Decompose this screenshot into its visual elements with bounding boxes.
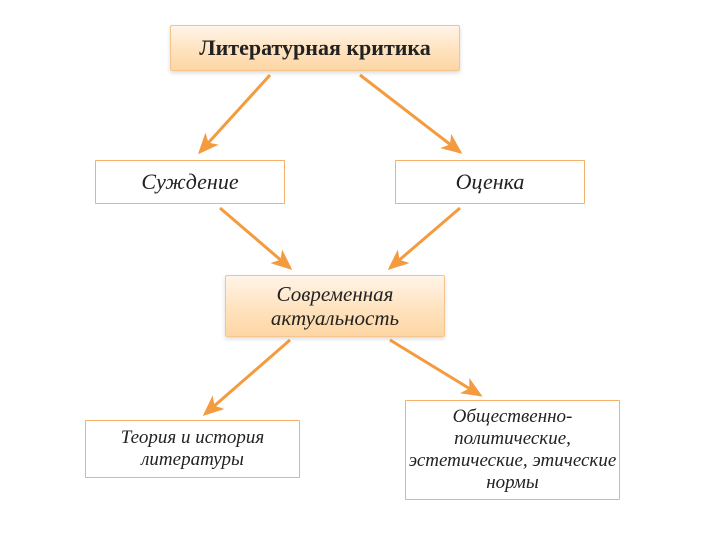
node-theory: Теория и история литературы [85, 420, 300, 478]
node-evaluation: Оценка [395, 160, 585, 204]
node-evaluation-label: Оценка [456, 169, 525, 194]
node-norms: Общественно-политические, эстетические, … [405, 400, 620, 500]
edge-root-to-judgment [200, 75, 270, 152]
node-relevance: Современная актуальность [225, 275, 445, 337]
node-relevance-label: Современная актуальность [226, 282, 444, 330]
node-theory-label: Теория и история литературы [86, 427, 299, 471]
node-judgment-label: Суждение [141, 169, 238, 194]
edge-relevance-to-norms [390, 340, 480, 395]
edge-judgment-to-relevance [220, 208, 290, 268]
edge-evaluation-to-relevance [390, 208, 460, 268]
edge-root-to-evaluation [360, 75, 460, 152]
node-judgment: Суждение [95, 160, 285, 204]
node-root: Литературная критика [170, 25, 460, 71]
edge-relevance-to-theory [205, 340, 290, 414]
node-root-label: Литературная критика [199, 35, 431, 60]
node-norms-label: Общественно-политические, эстетические, … [406, 406, 619, 493]
